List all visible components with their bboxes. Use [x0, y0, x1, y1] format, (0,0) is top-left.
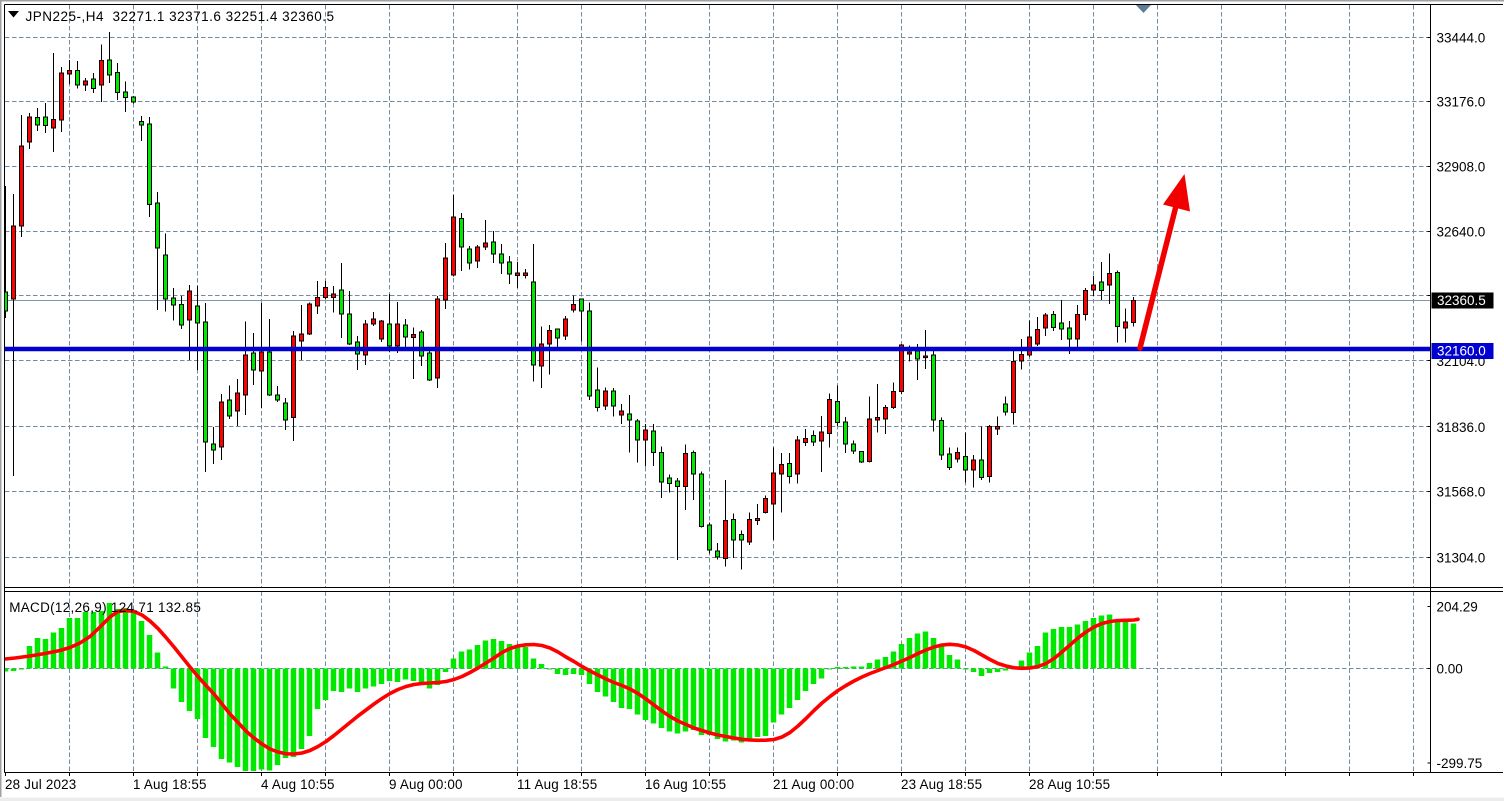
svg-text:32360.5: 32360.5: [1437, 293, 1486, 308]
svg-text:28 Aug 10:55: 28 Aug 10:55: [1029, 777, 1110, 792]
svg-text:1 Aug 18:55: 1 Aug 18:55: [133, 777, 207, 792]
svg-text:204.29: 204.29: [1437, 599, 1478, 614]
svg-text:32160.0: 32160.0: [1437, 344, 1486, 359]
svg-text:MACD(12,26,9) 124.71 132.85: MACD(12,26,9) 124.71 132.85: [9, 600, 201, 615]
svg-text:32908.0: 32908.0: [1437, 159, 1486, 174]
svg-text:16 Aug 10:55: 16 Aug 10:55: [645, 777, 726, 792]
svg-text:32640.0: 32640.0: [1437, 224, 1486, 239]
svg-text:11 Aug 18:55: 11 Aug 18:55: [517, 777, 597, 792]
svg-text:0.00: 0.00: [1437, 661, 1463, 676]
svg-text:33444.0: 33444.0: [1437, 30, 1486, 45]
svg-text:-299.75: -299.75: [1437, 756, 1483, 771]
svg-text:21 Aug 00:00: 21 Aug 00:00: [773, 777, 854, 792]
svg-text:JPN225-,H4 32271.1 32371.6 32: JPN225-,H4 32271.1 32371.6 32251.4 32360…: [26, 9, 335, 24]
svg-text:28 Jul 2023: 28 Jul 2023: [5, 777, 76, 792]
svg-text:33176.0: 33176.0: [1437, 94, 1486, 109]
svg-text:31568.0: 31568.0: [1437, 484, 1486, 499]
svg-text:9 Aug 00:00: 9 Aug 00:00: [389, 777, 463, 792]
svg-text:23 Aug 18:55: 23 Aug 18:55: [901, 777, 982, 792]
svg-text:31304.0: 31304.0: [1437, 550, 1486, 565]
svg-text:31836.0: 31836.0: [1437, 420, 1486, 435]
svg-text:4 Aug 10:55: 4 Aug 10:55: [261, 777, 335, 792]
